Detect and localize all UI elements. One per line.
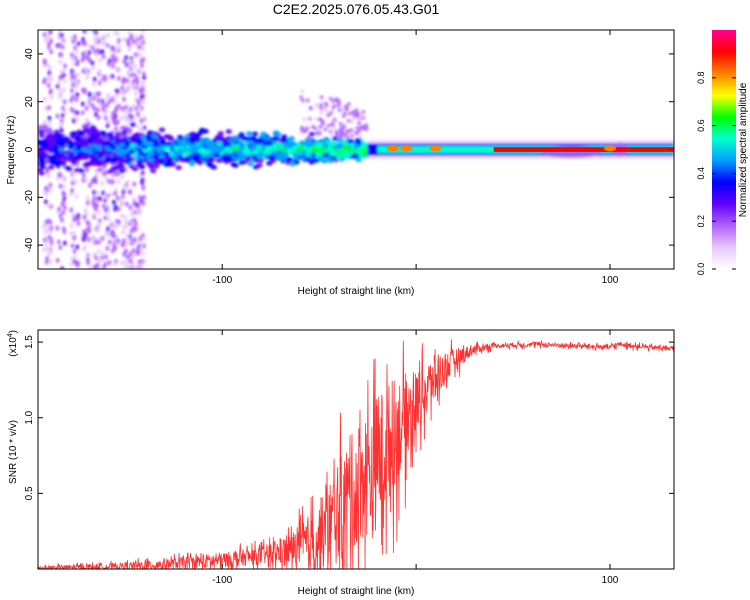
snr-panel: -100 100 0.5 1.0 1.5 Height of straight line… — [7, 329, 675, 597]
y-tick-label: 40 — [24, 48, 35, 60]
x-tick-label: -100 — [212, 575, 232, 586]
colorbar-tick-label: 0.0 — [696, 263, 706, 276]
y-tick-label: -40 — [24, 237, 35, 252]
snr-frame — [37, 329, 675, 570]
tone-blob — [386, 145, 399, 152]
colorbar-tick-label: 0.8 — [696, 72, 706, 85]
colorbar-gradient — [712, 30, 736, 269]
y-tick-label: 1.0 — [24, 410, 35, 424]
tone-blob — [604, 145, 617, 152]
colorbar-tick-label: 0.6 — [696, 119, 706, 132]
y-tick-label: 20 — [24, 96, 35, 108]
snr-x-axis-label: Height of straight line (km) — [298, 586, 415, 597]
spectrogram-y-axis-label: Frequency (Hz) — [6, 116, 17, 185]
colorbar-ticks: 0.0 0.2 0.4 0.6 0.8 — [696, 72, 736, 276]
y-tick-label: 0.5 — [24, 486, 35, 500]
x-tick-label: 100 — [602, 275, 619, 286]
tone-blob — [429, 145, 442, 152]
y-tick-label: 1.5 — [24, 335, 35, 349]
y-tick-label: 0 — [24, 146, 35, 152]
spectrogram-x-axis-label: Height of straight line (km) — [298, 286, 415, 297]
x-tick-label: -100 — [212, 275, 232, 286]
snr-multiplier-label: (x104) — [7, 330, 19, 357]
x-tick-label: 100 — [602, 575, 619, 586]
spectrogram-heatmap — [38, 30, 674, 269]
snr-series-line — [38, 339, 674, 569]
tone-blob — [400, 145, 413, 152]
y-tick-label: -20 — [24, 190, 35, 205]
colorbar: 0.0 0.2 0.4 0.6 0.8 Normalized spectral ampl… — [696, 30, 749, 275]
colorbar-label: Normalized spectral amplitude — [738, 82, 749, 217]
colorbar-tick-label: 0.4 — [696, 167, 706, 180]
colorbar-tick-label: 0.2 — [696, 215, 706, 228]
spectrogram-ticks: -100 100 -40 -20 0 20 40 — [24, 30, 674, 286]
spectrogram-panel: -100 100 -40 -20 0 20 40 Height of straight li… — [6, 29, 675, 297]
snr-ticks: -100 100 0.5 1.0 1.5 — [24, 330, 674, 586]
figure-title: C2E2.2025.076.05.43.G01 — [273, 1, 440, 17]
snr-y-axis-label: SNR (10 * v/v) — [8, 420, 19, 484]
tone-core — [493, 147, 674, 152]
